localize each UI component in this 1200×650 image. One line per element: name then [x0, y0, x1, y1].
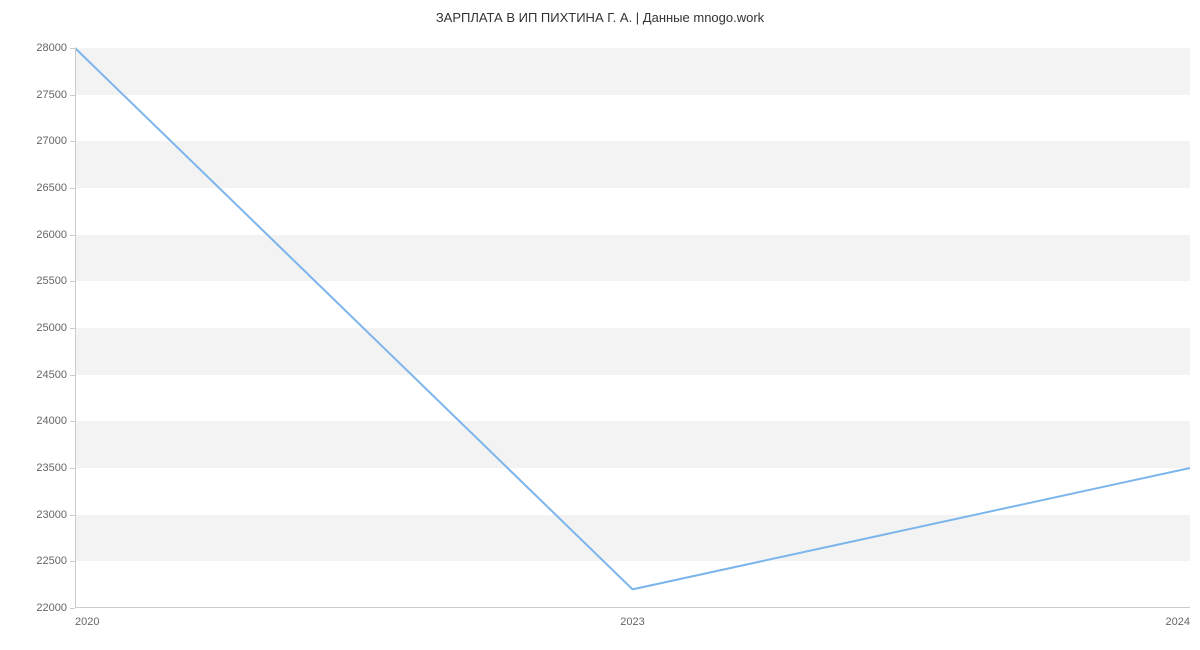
y-tick-label: 23500 [36, 462, 67, 474]
y-tick-label: 26500 [36, 182, 67, 194]
x-tick-label: 2024 [1166, 616, 1190, 628]
y-tick-label: 24500 [36, 369, 67, 381]
y-tick-label: 26000 [36, 229, 67, 241]
y-axis-line [75, 48, 76, 608]
y-tick-mark [70, 608, 75, 609]
salary-chart: ЗАРПЛАТА В ИП ПИХТИНА Г. А. | Данные mno… [0, 0, 1200, 650]
y-tick-label: 23000 [36, 509, 67, 521]
y-tick-label: 25500 [36, 275, 67, 287]
y-tick-label: 28000 [36, 42, 67, 54]
y-tick-label: 24000 [36, 415, 67, 427]
x-tick-label: 2020 [75, 616, 99, 628]
y-tick-label: 27500 [36, 89, 67, 101]
y-tick-label: 22000 [36, 602, 67, 614]
y-tick-label: 22500 [36, 555, 67, 567]
line-series [75, 48, 1190, 608]
salary-line [75, 48, 1190, 589]
plot-area: 2200022500230002350024000245002500025500… [75, 48, 1190, 608]
x-axis-line [75, 607, 1190, 608]
y-tick-label: 27000 [36, 135, 67, 147]
x-tick-label: 2023 [620, 616, 644, 628]
chart-title: ЗАРПЛАТА В ИП ПИХТИНА Г. А. | Данные mno… [0, 10, 1200, 25]
y-tick-label: 25000 [36, 322, 67, 334]
